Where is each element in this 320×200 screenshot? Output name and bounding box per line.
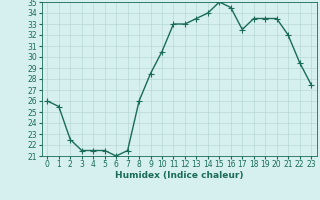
X-axis label: Humidex (Indice chaleur): Humidex (Indice chaleur) (115, 171, 244, 180)
